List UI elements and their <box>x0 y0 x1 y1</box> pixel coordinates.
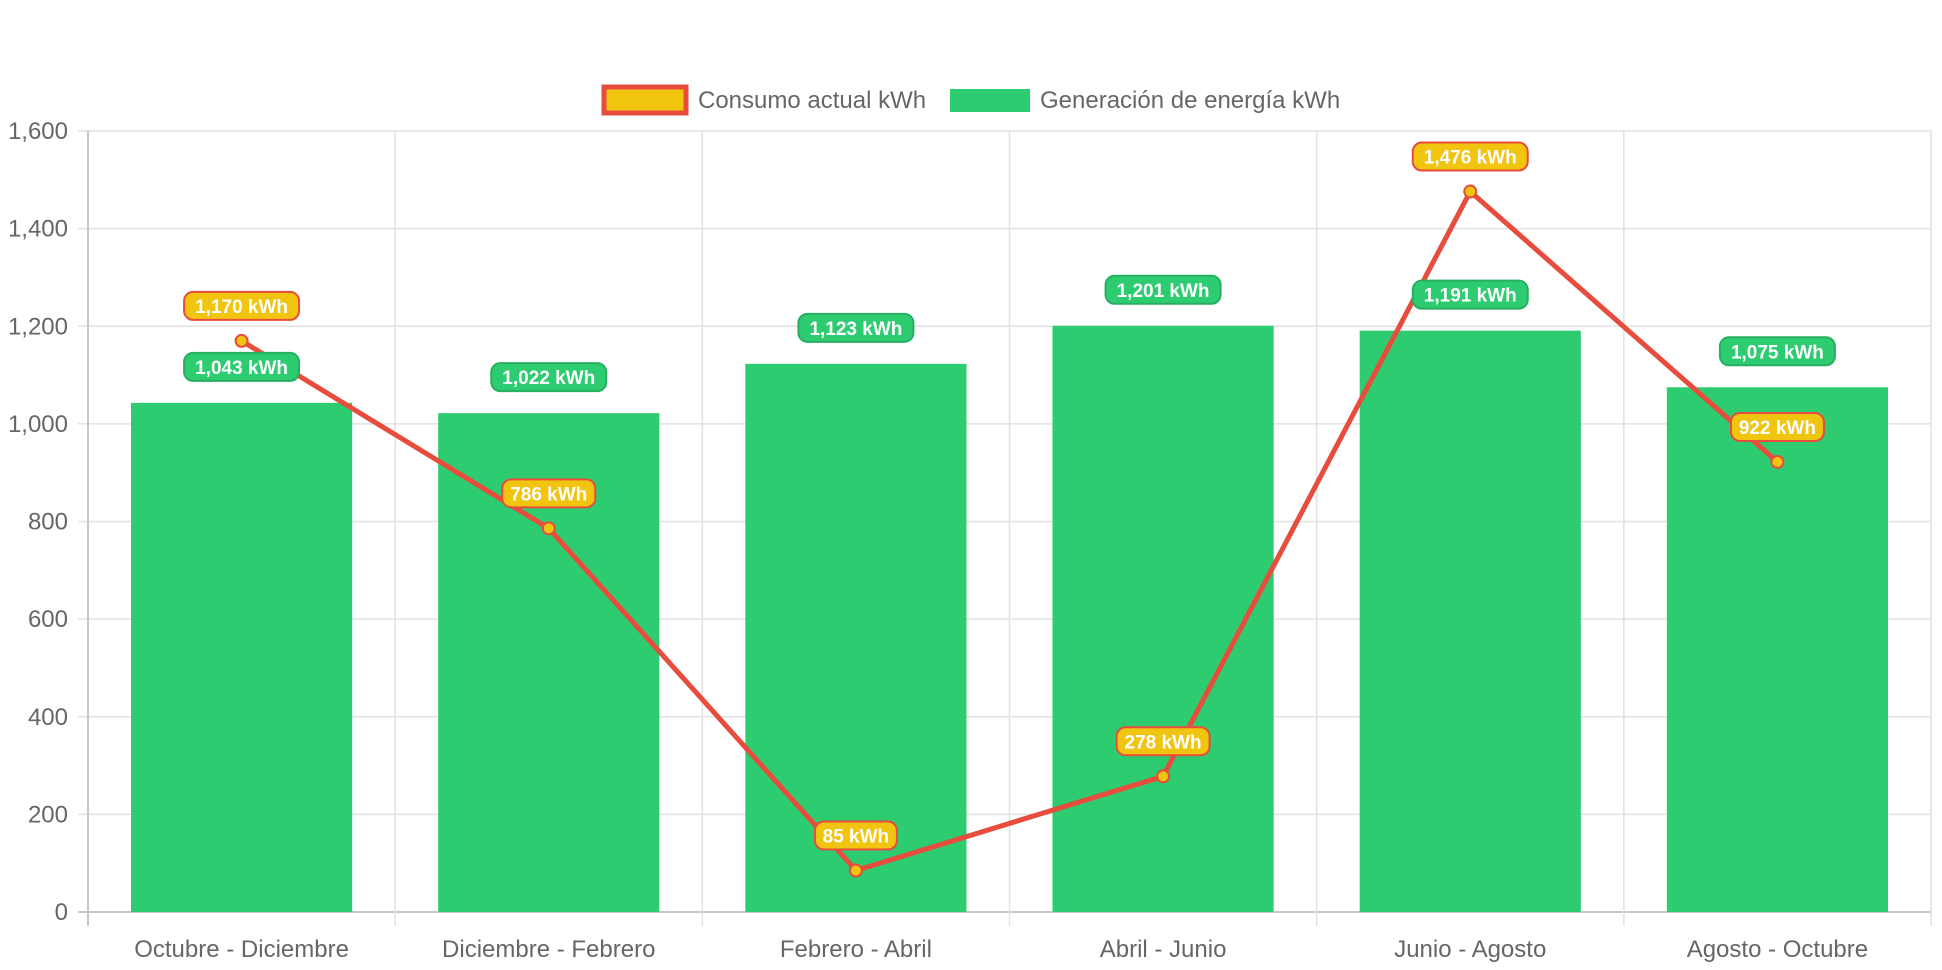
data-label: 1,043 kWh <box>183 351 301 382</box>
data-label-box <box>1115 726 1211 757</box>
legend-item-generacion[interactable]: Generación de energía kWh <box>950 87 1340 114</box>
data-label: 278 kWh <box>1115 726 1211 757</box>
data-label: 1,022 kWh <box>490 362 608 393</box>
y-tick-label: 600 <box>28 606 68 633</box>
data-label-text: 1,123 kWh <box>809 319 902 340</box>
line-series <box>234 184 1785 878</box>
y-tick-label: 1,400 <box>8 216 68 243</box>
x-tick-label: Diciembre - Febrero <box>442 936 655 963</box>
data-label-text: 1,075 kWh <box>1731 342 1824 363</box>
legend-swatch-generacion <box>950 89 1030 112</box>
x-tick-label: Abril - Junio <box>1100 936 1227 963</box>
data-label-box <box>501 478 597 509</box>
data-label-text: 1,170 kWh <box>195 297 288 318</box>
data-label-box <box>813 820 898 851</box>
x-tick-label: Febrero - Abril <box>780 936 932 963</box>
data-label-text: 786 kWh <box>510 484 587 505</box>
legend-label-consumo: Consumo actual kWh <box>698 87 926 114</box>
data-label: 786 kWh <box>501 478 597 509</box>
y-tick-label: 400 <box>28 704 68 731</box>
y-tick-label: 0 <box>55 899 68 926</box>
data-label-text: 278 kWh <box>1125 732 1202 753</box>
data-label-box <box>797 312 915 343</box>
data-label-text: 1,191 kWh <box>1424 286 1517 307</box>
y-tick-label: 1,200 <box>8 313 68 340</box>
line-point[interactable] <box>541 521 556 536</box>
x-tick-label: Junio - Agosto <box>1394 936 1546 963</box>
data-label-text: 922 kWh <box>1739 418 1816 439</box>
grid <box>78 130 1932 926</box>
data-label: 1,201 kWh <box>1104 274 1222 305</box>
bar[interactable] <box>1666 387 1888 912</box>
x-tick-label: Octubre - Diciembre <box>134 936 349 963</box>
legend[interactable]: Consumo actual kWh Generación de energía… <box>601 84 1340 116</box>
line-point[interactable] <box>1770 454 1785 469</box>
legend-item-consumo[interactable]: Consumo actual kWh <box>601 84 926 116</box>
data-label: 1,075 kWh <box>1718 336 1836 367</box>
line-point[interactable] <box>1156 769 1171 784</box>
legend-label-generacion: Generación de energía kWh <box>1040 87 1340 114</box>
bar[interactable] <box>1052 325 1274 913</box>
data-label-box <box>1718 336 1836 367</box>
x-axis: Octubre - Diciembre Diciembre - Febrero Fe… <box>134 936 1868 963</box>
data-label: 85 kWh <box>813 820 898 851</box>
y-tick-label: 1,000 <box>8 411 68 438</box>
data-label: 1,191 kWh <box>1411 279 1529 310</box>
data-label-text: 1,476 kWh <box>1424 148 1517 169</box>
line-point[interactable] <box>848 863 863 878</box>
line-path <box>240 189 1780 874</box>
y-tick-label: 800 <box>28 509 68 536</box>
y-axis: 0 200 400 600 800 1,000 1,200 1,400 1,600 <box>8 118 68 926</box>
data-label: 1,123 kWh <box>797 312 915 343</box>
data-label-box <box>183 351 301 382</box>
data-label-box <box>490 362 608 393</box>
data-label-text: 1,201 kWh <box>1117 281 1210 302</box>
data-label: 1,170 kWh <box>183 290 301 321</box>
x-tick-label: Agosto - Octubre <box>1687 936 1868 963</box>
line-point[interactable] <box>234 333 249 348</box>
bar-series <box>131 325 1888 913</box>
data-label-box <box>1411 279 1529 310</box>
data-label-box <box>1729 411 1825 442</box>
data-label: 922 kWh <box>1729 411 1825 442</box>
data-label-box <box>1411 141 1529 172</box>
data-label-text: 1,043 kWh <box>195 358 288 379</box>
bar[interactable] <box>1359 330 1581 912</box>
legend-swatch-consumo <box>601 84 689 116</box>
data-label-box <box>1104 274 1222 305</box>
bar[interactable] <box>131 402 353 912</box>
y-tick-label: 200 <box>28 801 68 828</box>
line-point[interactable] <box>1463 184 1478 199</box>
data-label-text: 1,022 kWh <box>502 368 595 389</box>
data-labels: 1,043 kWh 1,022 kWh 1,123 kWh 1,201 kWh 1,19… <box>183 141 1836 851</box>
data-label-text: 85 kWh <box>823 827 890 848</box>
y-tick-label: 1,600 <box>8 118 68 145</box>
data-label-box <box>183 290 301 321</box>
data-label: 1,476 kWh <box>1411 141 1529 172</box>
